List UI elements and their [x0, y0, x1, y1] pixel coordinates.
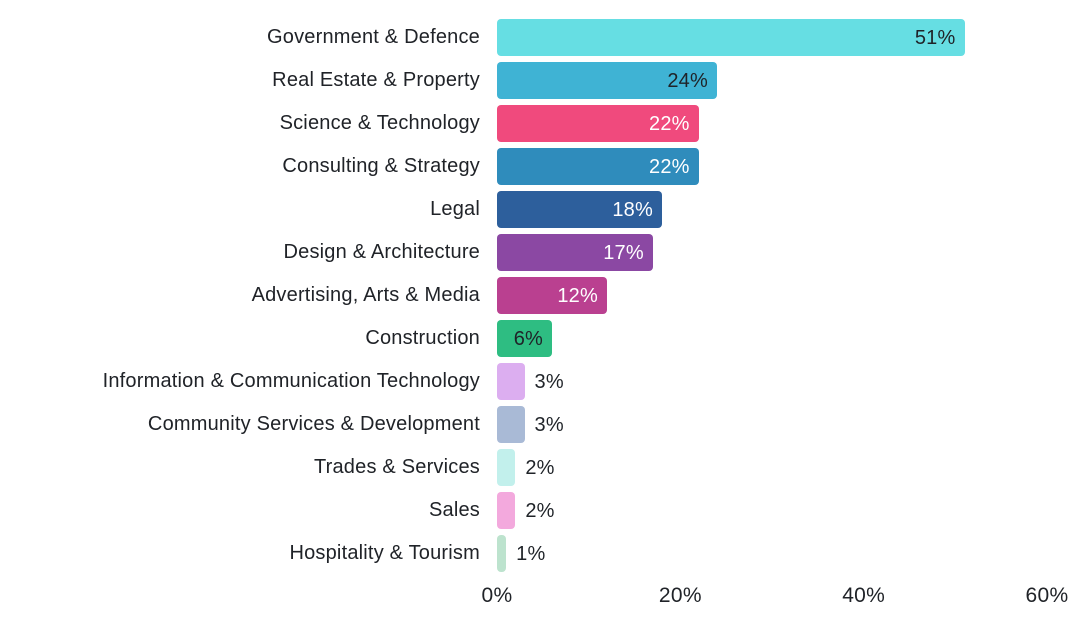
bar: 6%: [497, 320, 552, 357]
bar-row: Legal 18%: [0, 188, 1092, 231]
bar-row: Community Services & Development 3%: [0, 403, 1092, 446]
category-label: Legal: [430, 198, 480, 220]
x-axis: 0% 20% 40% 60%: [0, 578, 1092, 616]
bar-track: 6%: [497, 320, 1092, 357]
value-label: 2%: [525, 456, 555, 479]
bar: 18%: [497, 191, 662, 228]
value-label: 22%: [649, 155, 690, 178]
bar-row: Information & Communication Technology 3%: [0, 360, 1092, 403]
bar-track: 17%: [497, 234, 1092, 271]
x-tick-label: 20%: [658, 584, 702, 607]
bar: 24%: [497, 62, 717, 99]
category-label: Advertising, Arts & Media: [251, 284, 480, 306]
bar-track: 2%: [497, 492, 1092, 529]
category-label: Real Estate & Property: [272, 69, 480, 91]
bar-row: Advertising, Arts & Media 12%: [0, 274, 1092, 317]
value-label: 18%: [612, 198, 653, 221]
bar-track: 1%: [497, 535, 1092, 572]
value-label: 3%: [534, 370, 564, 393]
category-label: Science & Technology: [279, 112, 480, 134]
bar: 51%: [497, 19, 965, 56]
value-label: 2%: [525, 499, 555, 522]
category-label: Trades & Services: [313, 456, 480, 478]
bar-track: 22%: [497, 105, 1092, 142]
bar: 22%: [497, 148, 699, 185]
value-label: 6%: [513, 327, 543, 350]
bar-row: Consulting & Strategy 22%: [0, 145, 1092, 188]
bar-track: 51%: [497, 19, 1092, 56]
value-label: 22%: [649, 112, 690, 135]
bar-row: Construction 6%: [0, 317, 1092, 360]
x-tick-label: 0%: [481, 584, 513, 607]
bar-track: 24%: [497, 62, 1092, 99]
plot-area: Government & Defence 51% Real Estate & Pro…: [0, 16, 1092, 575]
bar-row: Hospitality & Tourism 1%: [0, 532, 1092, 575]
category-label: Information & Communication Technology: [102, 370, 480, 392]
bar-row: Real Estate & Property 24%: [0, 59, 1092, 102]
category-label: Community Services & Development: [147, 413, 480, 435]
bar-row: Science & Technology 22%: [0, 102, 1092, 145]
bar-row: Design & Architecture 17%: [0, 231, 1092, 274]
bar-track: 22%: [497, 148, 1092, 185]
bar-track: 2%: [497, 449, 1092, 486]
bar-track: 3%: [497, 363, 1092, 400]
bar-row: Government & Defence 51%: [0, 16, 1092, 59]
value-label: 12%: [557, 284, 598, 307]
category-label: Government & Defence: [267, 26, 480, 48]
category-label: Design & Architecture: [283, 241, 480, 263]
category-label: Hospitality & Tourism: [289, 542, 480, 564]
bar-row: Sales 2%: [0, 489, 1092, 532]
value-label: 3%: [534, 413, 564, 436]
value-label: 1%: [516, 542, 546, 565]
bar-row: Trades & Services 2%: [0, 446, 1092, 489]
bar: [497, 535, 507, 572]
bar: 17%: [497, 234, 653, 271]
category-label: Construction: [365, 327, 480, 349]
bar: [497, 406, 525, 443]
bar: 12%: [497, 277, 607, 314]
category-label: Consulting & Strategy: [282, 155, 480, 177]
bar-track: 3%: [497, 406, 1092, 443]
bar-track: 18%: [497, 191, 1092, 228]
value-label: 51%: [914, 26, 956, 49]
bar: [497, 449, 516, 486]
x-tick-label: 60%: [1025, 584, 1069, 607]
bar-track: 12%: [497, 277, 1092, 314]
category-label: Sales: [428, 499, 480, 521]
bar: 22%: [497, 105, 699, 142]
value-label: 17%: [603, 241, 644, 264]
x-tick-label: 40%: [842, 584, 886, 607]
bar: [497, 363, 525, 400]
bar: [497, 492, 516, 529]
value-label: 24%: [667, 69, 708, 92]
